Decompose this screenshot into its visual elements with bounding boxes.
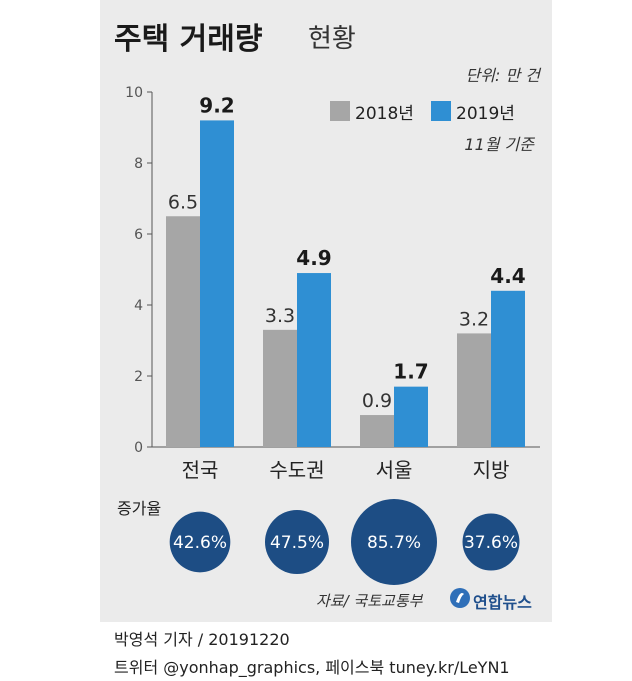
chart-subtitle: 현황: [308, 24, 356, 54]
growth-label: 85.7%: [367, 533, 421, 553]
y-tick-label: 8: [134, 156, 143, 172]
bar-2018년-서울: [360, 415, 394, 447]
data-label: 0.9: [362, 390, 392, 412]
bar-2019년-서울: [394, 386, 428, 447]
growth-circle: [169, 511, 231, 573]
data-label: 3.3: [265, 305, 295, 327]
y-tick-label: 10: [125, 85, 143, 101]
y-tick-label: 6: [134, 227, 143, 243]
y-tick-label: 2: [134, 369, 143, 385]
bar-2018년-지방: [457, 333, 491, 447]
growth-circle: [462, 513, 520, 571]
source-note: 자료/ 국토교통부: [316, 592, 423, 610]
bar-2018년-수도권: [263, 329, 297, 447]
data-label: 3.2: [459, 308, 489, 330]
x-category-label: 수도권: [269, 458, 324, 482]
sns-credit: 트위터 @yonhap_graphics, 페이스북 tuney.kr/LeYN…: [114, 658, 510, 677]
x-category-label: 서울: [376, 458, 413, 482]
growth-circle: [264, 509, 330, 575]
x-category-label: 전국: [182, 458, 219, 482]
y-tick-label: 0: [134, 440, 143, 456]
basis-note: 11월 기준: [464, 135, 534, 154]
chart-title: 주택 거래량: [114, 22, 263, 57]
reporter-credit: 박영석 기자 / 20191220: [114, 630, 290, 649]
unit-note: 단위: 만 건: [465, 66, 540, 85]
bar-2019년-수도권: [297, 273, 331, 447]
data-label: 6.5: [168, 191, 198, 213]
y-tick-label: 4: [134, 298, 143, 314]
bar-2018년-전국: [166, 216, 200, 447]
yonhap-logo-icon: [450, 588, 470, 608]
growth-rate-title: 증가율: [117, 499, 162, 518]
bar-2019년-지방: [491, 290, 525, 447]
data-label: 1.7: [393, 360, 428, 384]
legend-swatch-2019: [431, 101, 451, 121]
data-label: 4.9: [296, 246, 331, 270]
growth-circle: [351, 499, 437, 585]
legend-swatch-2018: [330, 101, 350, 121]
bar-2019년-전국: [200, 120, 234, 448]
yonhap-logo-text: 연합뉴스: [473, 593, 532, 612]
growth-label: 37.6%: [464, 533, 518, 553]
legend-label-2019: 2019년: [456, 104, 515, 124]
legend-label-2018: 2018년: [355, 104, 414, 124]
data-label: 4.4: [490, 264, 525, 288]
growth-label: 42.6%: [173, 533, 227, 553]
data-label: 9.2: [199, 93, 234, 117]
growth-label: 47.5%: [270, 533, 324, 553]
x-category-label: 지방: [473, 458, 510, 482]
